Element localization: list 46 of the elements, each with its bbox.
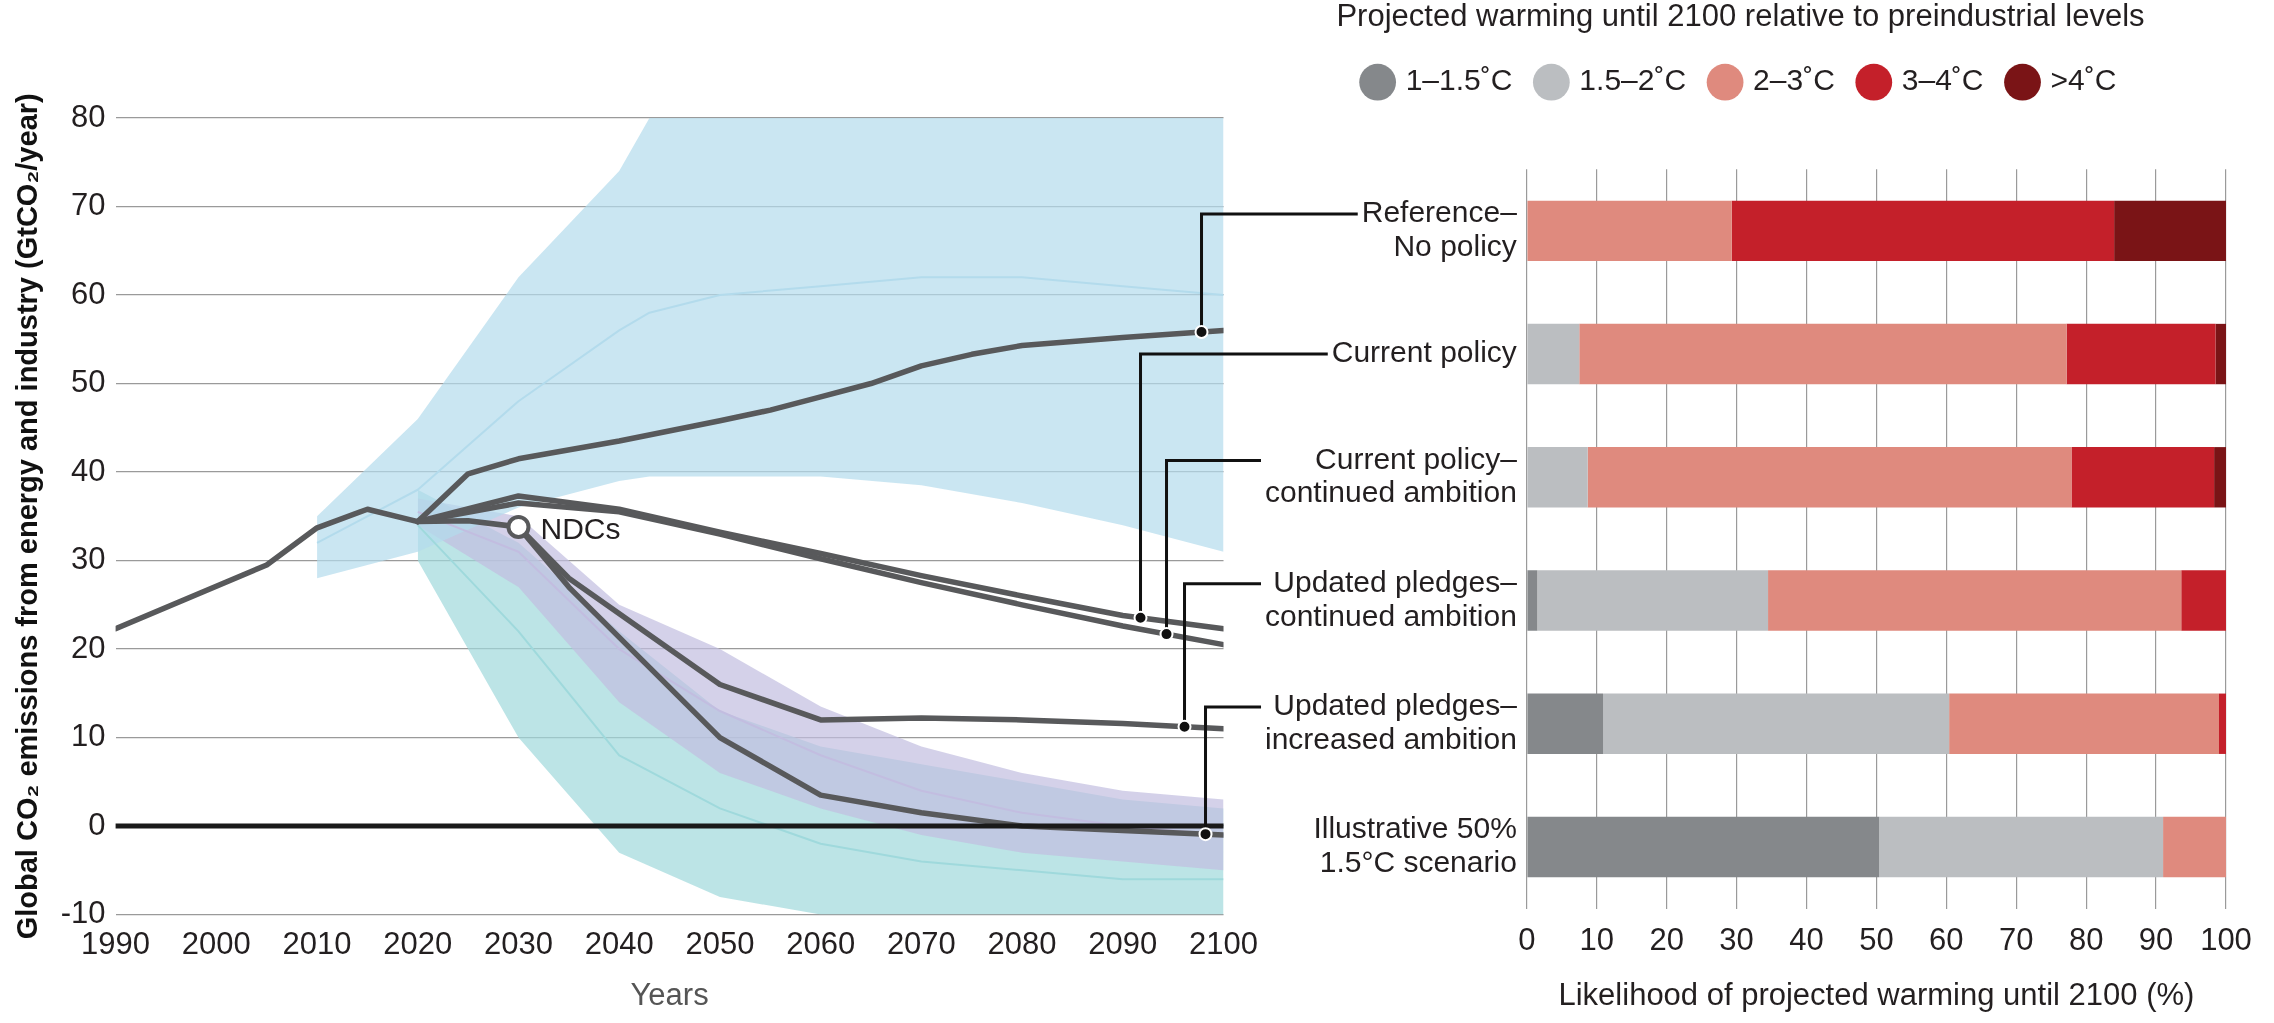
legend-label: >4˚C — [2050, 63, 2117, 97]
x-tick-label: 2060 — [786, 925, 856, 961]
x-tick-label: 20 — [1649, 921, 1684, 957]
x-tick-label: 70 — [1999, 921, 2034, 957]
x-tick-label: 40 — [1789, 921, 1824, 957]
x-tick-label: 2010 — [282, 925, 352, 961]
y-tick-label: Current policy– continued ambition — [1264, 441, 1518, 509]
x-tick-label: 2070 — [886, 925, 956, 961]
y-axis-title: Global CO₂ emissions from energy and industry (GtCO₂/year) — [11, 93, 44, 940]
y-tick-label: 60 — [71, 275, 106, 311]
legend-label: 3–4˚C — [1901, 63, 1984, 97]
x-tick-label: 80 — [2068, 921, 2104, 957]
x-tick-label: 90 — [2138, 921, 2174, 957]
y-tick-label: Reference– No policy — [1361, 195, 1518, 262]
x-tick-label: 30 — [1719, 921, 1754, 957]
y-tick-label: 30 — [71, 541, 106, 577]
y-tick-label: Illustrative 50% 1.5°C scenario — [1313, 811, 1517, 879]
x-tick-label: 2050 — [685, 925, 755, 961]
x-tick-label: 2000 — [181, 925, 251, 961]
x-tick-label: 2090 — [1088, 925, 1158, 961]
y-tick-label: Updated pledges– continued ambition — [1264, 564, 1518, 632]
y-tick-label: 50 — [71, 364, 106, 400]
x-tick-label: 2080 — [987, 925, 1057, 961]
x-tick-label: 2100 — [1189, 925, 1258, 961]
x-tick-label: 2040 — [584, 925, 654, 961]
legend-title: Projected warming until 2100 relative to preindustrial levels — [1336, 0, 2145, 34]
x-tick-label: 100 — [2200, 921, 2252, 957]
legend-label: 1–1.5˚C — [1405, 63, 1513, 97]
annotation: NDCs — [540, 512, 621, 546]
x-tick-label: 50 — [1859, 921, 1894, 957]
y-tick-label: 0 — [88, 806, 106, 842]
x-tick-label: 2030 — [484, 925, 553, 961]
x-tick-label: 60 — [1929, 921, 1964, 957]
x-tick-label: 10 — [1579, 921, 1614, 957]
y-tick-label: 70 — [71, 187, 106, 223]
legend-label: 2–3˚C — [1753, 63, 1835, 97]
x-axis-title: Years — [630, 976, 709, 1012]
y-tick-label: 10 — [71, 718, 106, 754]
y-tick-label: 80 — [71, 98, 106, 134]
x-tick-label: 2020 — [383, 925, 453, 961]
y-tick-label: Current policy — [1331, 335, 1517, 369]
y-tick-label: Updated pledges– increased ambition — [1265, 688, 1518, 755]
x-axis-title: Likelihood of projected warming until 2100 (%) — [1558, 976, 2195, 1012]
y-tick-label: 20 — [71, 629, 106, 665]
legend-label: 1.5–2˚C — [1579, 63, 1687, 97]
y-tick-label: 40 — [71, 452, 106, 488]
